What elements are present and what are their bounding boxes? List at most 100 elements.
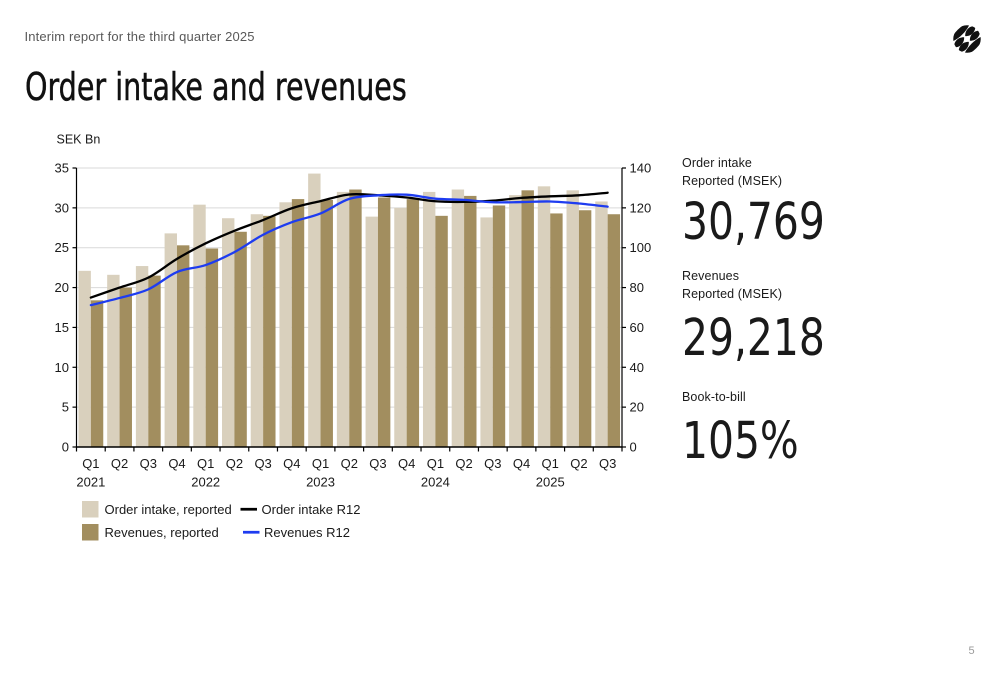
bar-revenues [291, 199, 305, 447]
x-year-label: 2021 [76, 475, 105, 490]
left-tick-label: 5 [62, 400, 69, 415]
bar-order-intake [135, 266, 149, 447]
right-tick-label: 20 [630, 400, 644, 415]
bar-revenues [176, 245, 190, 447]
bar-order-intake [336, 191, 350, 447]
bar-order-intake [279, 202, 292, 447]
kpi-value: 29,218 [682, 308, 825, 368]
legend-label: Order intake, reported [105, 502, 232, 517]
kpi-value: 30,769 [682, 193, 825, 252]
x-quarter-label: Q4 [168, 456, 185, 471]
kpi-label: Order intake Reported (MSEK) [682, 155, 783, 188]
bar-revenues [550, 213, 563, 447]
x-year-label: 2022 [191, 475, 220, 490]
bar-revenues [464, 195, 477, 447]
x-quarter-label: Q1 [82, 456, 99, 471]
bar-order-intake [566, 190, 579, 447]
legend-label: Revenues R12 [264, 525, 350, 540]
bar-revenues [377, 197, 391, 447]
kpi-label: Book-to-bill [682, 390, 746, 405]
right-tick-label: 100 [630, 240, 652, 255]
right-tick-label: 60 [630, 320, 644, 335]
x-quarter-label: Q3 [369, 456, 386, 471]
x-quarter-label: Q4 [398, 456, 415, 471]
x-year-label: 2025 [536, 475, 565, 490]
right-tick-label: 140 [630, 161, 652, 176]
legend-swatch-revenues [82, 524, 99, 541]
left-tick-label: 15 [55, 320, 69, 335]
kpi-value: 105% [682, 411, 799, 471]
legend-swatch-order-intake [82, 501, 99, 518]
x-quarter-label: Q1 [427, 456, 444, 471]
bar-order-intake [250, 214, 264, 447]
bar-revenues [492, 205, 506, 447]
bar-revenues [578, 210, 592, 447]
bar-order-intake [164, 233, 177, 447]
bar-revenues [148, 275, 161, 447]
bar-order-intake [422, 191, 436, 447]
line-order-intake-r12 [89, 191, 609, 299]
bar-order-intake [537, 186, 551, 447]
report-eyebrow: Interim report for the third quarter 202… [24, 29, 255, 44]
kpi-panel: Order intake Reported (MSEK) 30,769 Reve… [682, 0, 1000, 500]
company-logo-icon [952, 24, 981, 53]
x-quarter-label: Q2 [455, 456, 472, 471]
x-quarter-label: Q2 [341, 456, 358, 471]
x-quarter-label: Q2 [111, 456, 128, 471]
x-quarter-label: Q2 [226, 456, 243, 471]
right-tick-label: 80 [630, 280, 644, 295]
page-title: Order intake and revenues [25, 65, 407, 110]
bar-revenues [234, 231, 247, 447]
bar-order-intake [193, 204, 206, 447]
bar-order-intake [451, 189, 465, 447]
x-year-label: 2023 [306, 475, 335, 490]
x-quarter-label: Q3 [254, 456, 271, 471]
x-quarter-label: Q1 [197, 456, 214, 471]
page-number: 5 [968, 645, 975, 657]
left-tick-label: 10 [55, 360, 69, 375]
x-quarter-label: Q1 [312, 456, 329, 471]
right-tick-label: 0 [630, 440, 637, 455]
bar-revenues [320, 199, 333, 447]
axis-unit-label: SEK Bn [57, 133, 101, 147]
x-quarter-label: Q3 [484, 456, 501, 471]
x-quarter-label: Q1 [542, 456, 559, 471]
left-tick-label: 35 [55, 161, 69, 176]
left-tick-label: 0 [62, 440, 69, 455]
x-quarter-label: Q3 [599, 456, 616, 471]
bar-revenues [406, 199, 420, 447]
bar-order-intake [394, 207, 407, 447]
right-tick-label: 120 [630, 200, 652, 215]
left-tick-label: 25 [55, 240, 69, 255]
bar-revenues [119, 287, 132, 447]
x-quarter-label: Q4 [513, 456, 530, 471]
bar-revenues [205, 248, 219, 447]
left-tick-label: 20 [55, 280, 69, 295]
kpi-label: Revenues Reported (MSEK) [682, 268, 783, 301]
bar-order-intake [509, 195, 522, 447]
bar-revenues [607, 214, 621, 447]
bar-revenues [263, 215, 276, 447]
bar-order-intake [308, 173, 321, 447]
bar-revenues [90, 300, 104, 447]
line-revenues-r12 [89, 193, 609, 307]
bar-revenues [349, 189, 362, 447]
left-tick-label: 30 [55, 200, 69, 215]
x-quarter-label: Q2 [570, 456, 587, 471]
legend-label: Revenues, reported [105, 525, 219, 540]
x-quarter-label: Q4 [283, 456, 300, 471]
legend-label: Order intake R12 [262, 502, 361, 517]
x-year-label: 2024 [421, 475, 450, 490]
bar-order-intake [107, 274, 120, 447]
bar-order-intake [78, 270, 91, 447]
bar-order-intake [365, 216, 378, 447]
bar-order-intake [480, 217, 493, 447]
bar-revenues [521, 190, 534, 447]
right-tick-label: 40 [630, 360, 644, 375]
bar-revenues [435, 215, 448, 447]
x-quarter-label: Q3 [140, 456, 157, 471]
bar-order-intake [222, 218, 235, 447]
bar-order-intake [595, 201, 608, 447]
